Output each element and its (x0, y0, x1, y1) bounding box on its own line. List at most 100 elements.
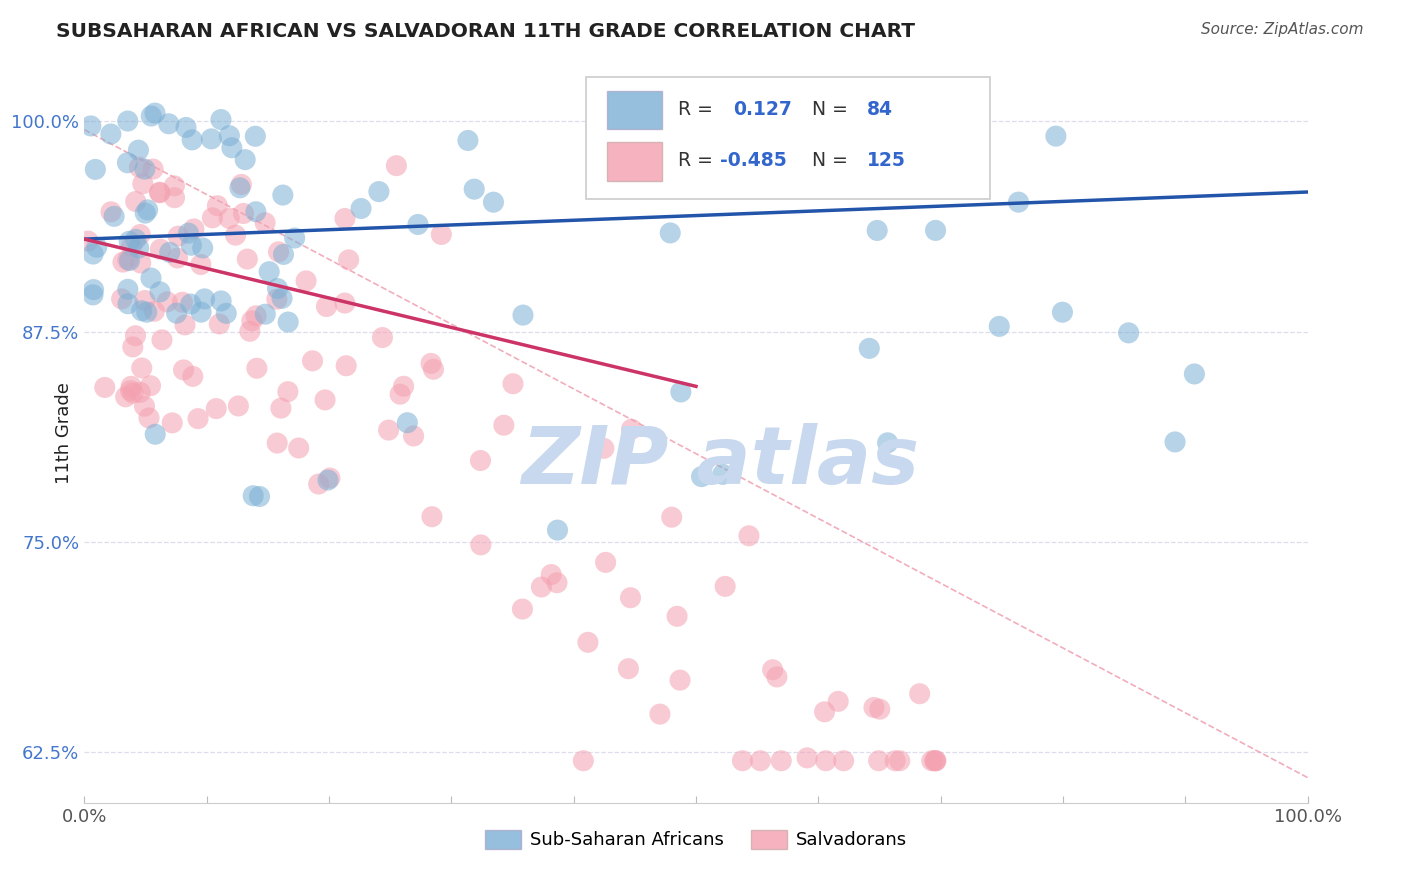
Point (82, 247, 104, 261)
Point (470, 453, 492, 467)
Point (131, 361, 153, 376)
Point (267, 244, 290, 259)
Point (200, 132, 222, 146)
Point (884, 754, 907, 768)
Point (245, 204, 267, 219)
Point (134, 162, 156, 177)
Point (100, 127, 122, 141)
Point (128, 161, 150, 175)
Point (512, 602, 534, 616)
Point (546, 575, 568, 590)
Point (135, 305, 157, 319)
Point (620, 422, 643, 436)
Point (666, 609, 689, 624)
Point (827, 694, 849, 708)
Point (813, 705, 835, 719)
Text: N =: N = (813, 100, 848, 119)
Point (167, 229, 190, 244)
Point (277, 315, 299, 329)
Point (257, 265, 280, 279)
Point (143, 304, 166, 318)
Text: -0.485: -0.485 (720, 152, 787, 170)
Point (103, 210, 125, 224)
Point (406, 218, 429, 232)
Point (191, 241, 214, 255)
Point (134, 399, 156, 413)
Point (118, 235, 141, 249)
Point (134, 293, 156, 308)
Point (100, 204, 122, 219)
Point (246, 361, 269, 376)
Point (239, 324, 262, 338)
Point (141, 109, 163, 123)
Bar (606, 91, 662, 129)
Point (181, 133, 204, 147)
Point (218, 128, 240, 143)
Point (231, 178, 253, 192)
Point (132, 177, 155, 191)
Point (908, 687, 931, 701)
Point (690, 469, 713, 483)
Point (595, 555, 617, 569)
Point (389, 387, 412, 401)
Point (738, 529, 761, 543)
Point (117, 114, 139, 128)
Text: 0.127: 0.127 (733, 100, 792, 119)
Point (546, 523, 568, 537)
Point (208, 317, 231, 331)
Point (1184, 367, 1206, 381)
Point (731, 754, 754, 768)
Point (392, 379, 415, 393)
Point (714, 579, 737, 593)
Point (925, 754, 948, 768)
Point (1052, 305, 1074, 319)
Point (180, 238, 202, 252)
Point (138, 411, 160, 425)
Point (858, 342, 880, 356)
Point (193, 292, 215, 306)
Point (868, 754, 890, 768)
Point (233, 153, 256, 167)
Point (377, 423, 399, 437)
Point (129, 385, 152, 400)
Point (482, 195, 505, 210)
Point (350, 202, 373, 216)
Point (832, 754, 855, 768)
Point (166, 306, 188, 320)
Point (180, 297, 202, 311)
Point (205, 401, 228, 416)
Point (492, 418, 515, 433)
Point (659, 226, 682, 240)
Point (245, 129, 267, 144)
Point (1164, 434, 1187, 449)
Point (136, 202, 159, 217)
Point (117, 155, 139, 169)
Point (254, 307, 277, 321)
Point (869, 702, 891, 716)
Point (770, 754, 793, 768)
Point (316, 473, 339, 487)
Point (295, 274, 318, 288)
Point (287, 441, 309, 455)
Point (530, 580, 553, 594)
Point (218, 211, 240, 226)
Point (118, 253, 141, 268)
Point (149, 242, 172, 256)
Point (762, 663, 785, 677)
Point (166, 251, 188, 265)
Point (396, 416, 419, 430)
Point (221, 141, 243, 155)
Point (592, 442, 614, 456)
Point (117, 297, 139, 311)
Point (117, 282, 139, 296)
Point (174, 318, 197, 332)
Point (669, 673, 692, 687)
Point (143, 427, 166, 442)
Point (273, 247, 295, 261)
Point (124, 328, 146, 343)
Point (225, 228, 247, 243)
Point (333, 296, 356, 310)
Point (617, 662, 640, 676)
Point (277, 384, 299, 399)
Legend: Sub-Saharan Africans, Salvadorans: Sub-Saharan Africans, Salvadorans (478, 823, 914, 856)
